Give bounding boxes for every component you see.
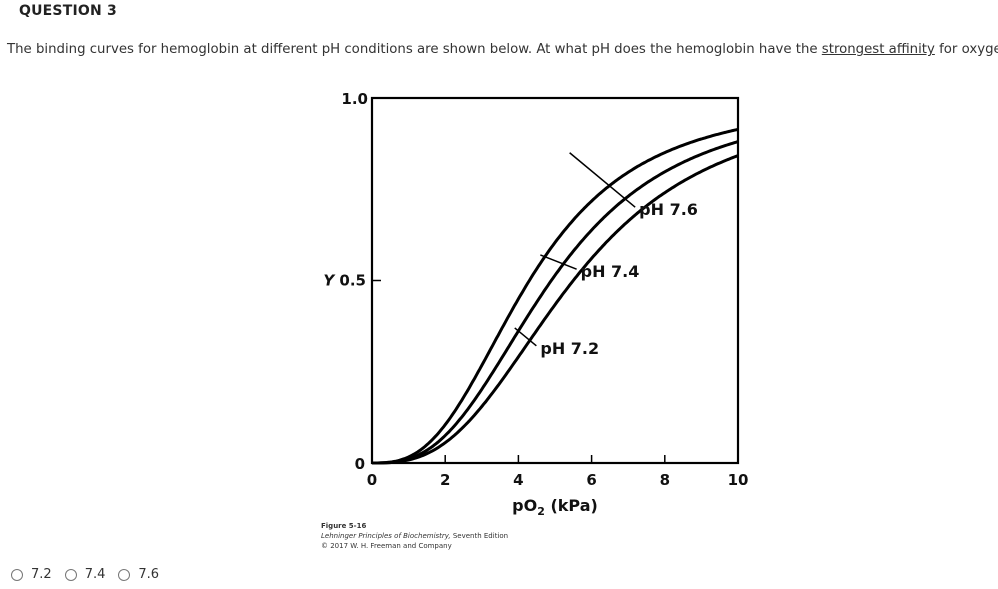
question-text-part: The binding curves for hemoglobin at dif… <box>7 42 822 57</box>
question-title: QUESTION 3 <box>19 3 117 19</box>
curve-label: pH 7.2 <box>540 339 599 358</box>
binding-curve-pH-7-4 <box>372 140 739 465</box>
radio-button[interactable] <box>64 568 77 581</box>
x-tick-label: 6 <box>586 471 596 489</box>
curve-labels: pH 7.6 pH 7.4 pH 7.2 <box>514 152 698 358</box>
answer-label: 7.6 <box>138 567 160 582</box>
x-tick-label: 0 <box>367 471 377 489</box>
question-text: The binding curves for hemoglobin at dif… <box>7 42 998 57</box>
radio-button[interactable] <box>11 568 23 581</box>
plot-frame <box>370 96 740 465</box>
leader-line <box>540 254 577 270</box>
answer-option-7-2[interactable]: 7.2 <box>11 567 52 582</box>
answer-options: 7.2 7.4 7.6 <box>11 567 172 582</box>
x-tick-label: 4 <box>513 471 523 489</box>
binding-curves <box>372 127 739 465</box>
x-tick-label: 2 <box>440 471 450 489</box>
y-tick-label: 1.0 <box>341 90 368 108</box>
figure-caption: Figure 5-16 Lehninger Principles of Bioc… <box>321 521 508 551</box>
y-tick-label: Y 0.5 <box>323 272 366 290</box>
figure-number: Figure 5-16 <box>321 522 367 530</box>
binding-curve-pH-7-2 <box>372 154 739 465</box>
leader-line <box>514 327 537 347</box>
x-axis-label: pO2 (kPa) <box>512 496 598 518</box>
book-edition: Seventh Edition <box>450 532 509 540</box>
answer-label: 7.4 <box>84 567 106 582</box>
curve-label: pH 7.6 <box>639 200 698 219</box>
radio-button[interactable] <box>118 568 131 581</box>
x-tick-label: 8 <box>660 471 670 489</box>
chart-axes: 0 2 4 6 8 10 0 Y 0.5 1.0 pO2 (kPa) <box>323 90 748 518</box>
binding-curve-pH-7-6 <box>372 127 739 465</box>
book-title: Lehninger Principles of Biochemistry, <box>321 532 451 540</box>
question-emphasis: strongest affinity <box>821 42 935 57</box>
x-tick-label: 10 <box>728 471 749 489</box>
answer-option-7-6[interactable]: 7.6 <box>118 567 159 582</box>
y-tick-label: 0 <box>355 455 365 473</box>
copyright: © 2017 W. H. Freeman and Company <box>321 542 452 550</box>
curve-label: pH 7.4 <box>581 262 640 281</box>
question-text-part: for oxygen? <box>939 42 998 57</box>
answer-option-7-4[interactable]: 7.4 <box>64 567 106 582</box>
answer-label: 7.2 <box>31 567 52 582</box>
leader-line <box>569 152 636 208</box>
